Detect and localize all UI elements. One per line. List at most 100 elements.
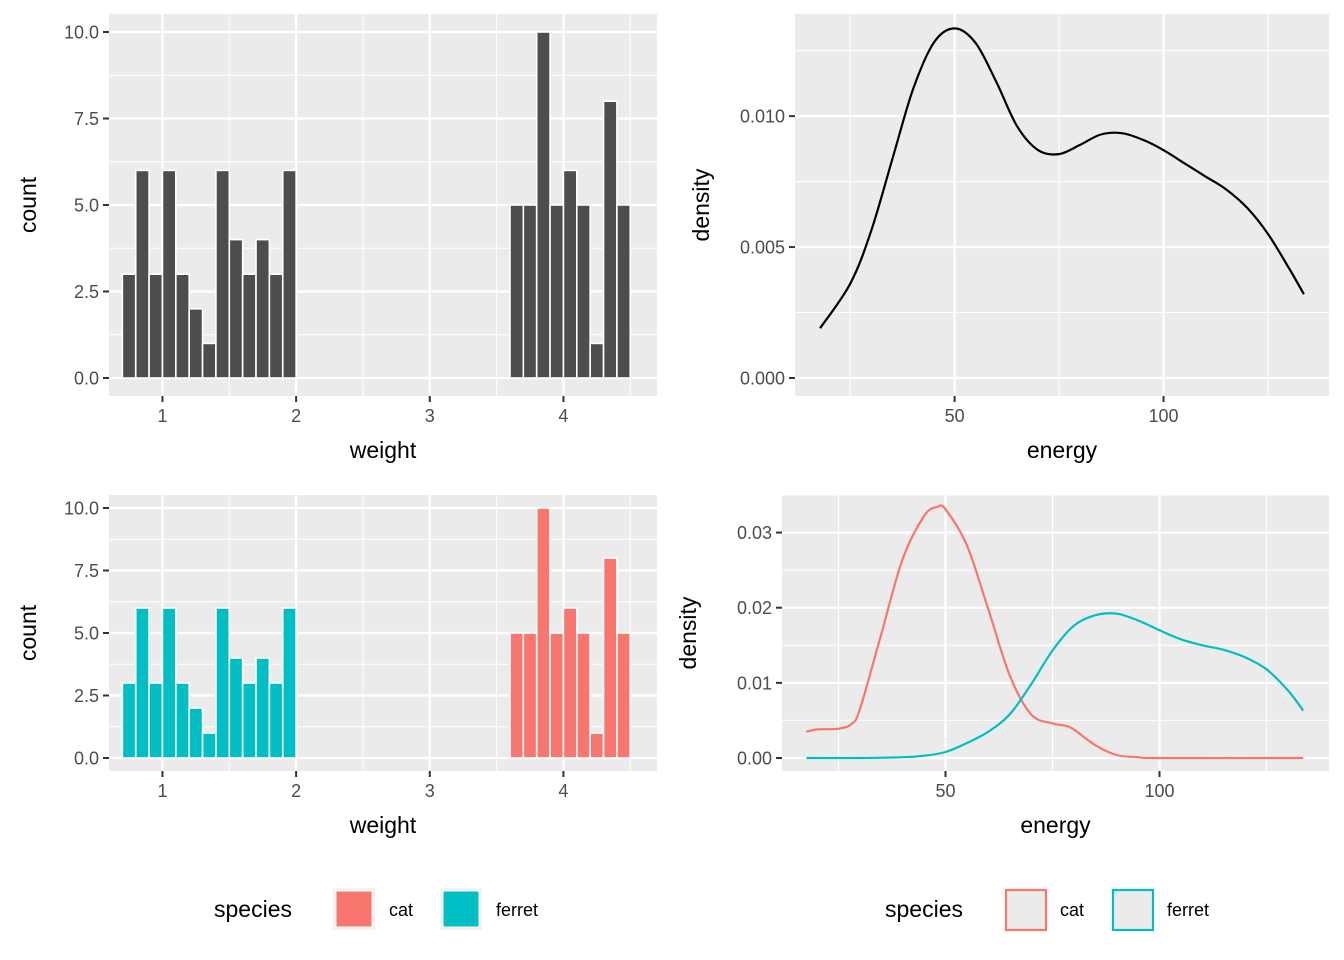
histogram-bar-cat	[616, 632, 632, 759]
panel-hist-all: 1 2 3 4 0.0 2.5 5.0 7.5 10.0 weight count	[15, 14, 657, 463]
density-line-cat	[806, 504, 1304, 760]
histogram-bar-ferret	[228, 238, 244, 379]
y-axis-title: density	[688, 168, 714, 241]
y-tick-label: 5.0	[74, 196, 99, 216]
x-tick-label: 1	[157, 781, 167, 801]
histogram-bar-cat	[549, 204, 565, 379]
histogram-bar-cat	[549, 632, 565, 759]
histogram-bar-ferret	[161, 607, 177, 759]
y-tick-label: 0.01	[737, 673, 772, 693]
x-tick-label: 2	[291, 406, 301, 426]
histogram-bar-ferret	[201, 342, 217, 379]
axes: 50 100 0.000 0.005 0.010 energy density	[688, 107, 1179, 463]
bars	[121, 507, 632, 759]
x-tick-label: 3	[425, 781, 435, 801]
histogram-bar-ferret	[281, 607, 297, 759]
histogram-bar-ferret	[215, 169, 231, 379]
axes: 50 100 0.00 0.01 0.02 0.03 energy density	[675, 523, 1175, 838]
y-tick-label: 7.5	[74, 109, 99, 129]
panel-density-all: 50 100 0.000 0.005 0.010 energy density	[688, 14, 1329, 463]
legend-key-swatch	[442, 890, 480, 928]
histogram-bar-cat	[522, 632, 538, 759]
legend-label: ferret	[1167, 900, 1209, 920]
y-tick-label: 10.0	[64, 499, 99, 519]
histogram-bar-cat	[509, 204, 525, 379]
legend-label: cat	[1060, 900, 1084, 920]
y-tick-label: 0.0	[74, 369, 99, 389]
y-tick-label: 0.000	[740, 369, 785, 389]
density-lines	[819, 27, 1305, 329]
histogram-bar-ferret	[241, 273, 257, 379]
legend: species cat ferret	[885, 888, 1209, 932]
histogram-bar-cat	[509, 632, 525, 759]
histogram-bar-cat	[562, 607, 578, 759]
histogram-bar-ferret	[148, 682, 164, 759]
x-tick-label: 2	[291, 781, 301, 801]
y-axis-title: count	[15, 604, 41, 661]
x-tick-label: 3	[425, 406, 435, 426]
y-tick-label: 0.010	[740, 107, 785, 127]
x-tick-label: 100	[1149, 406, 1179, 426]
histogram-bar-ferret	[268, 682, 284, 759]
histogram-bar-cat	[522, 204, 538, 379]
y-tick-label: 2.5	[74, 282, 99, 302]
histogram-bar-cat	[602, 100, 618, 379]
legend-label: cat	[389, 900, 413, 920]
bars	[121, 31, 632, 379]
x-tick-label: 4	[558, 406, 568, 426]
grid-lines	[795, 14, 1329, 396]
x-tick-label: 50	[935, 781, 955, 801]
histogram-bar-ferret	[241, 682, 257, 759]
legend-title: species	[885, 896, 963, 922]
y-tick-label: 0.03	[737, 523, 772, 543]
histogram-bar-ferret	[255, 657, 271, 759]
plot-panel-background	[782, 495, 1329, 771]
legend-item-ferret: ferret	[1111, 888, 1209, 932]
x-tick-label: 4	[558, 781, 568, 801]
histogram-bar-ferret	[281, 169, 297, 379]
y-tick-label: 2.5	[74, 686, 99, 706]
histogram-bar-ferret	[188, 307, 204, 379]
panel-density-species: 50 100 0.00 0.01 0.02 0.03 energy density specie…	[675, 494, 1329, 932]
histogram-bar-cat	[602, 557, 618, 759]
x-axis-title: weight	[349, 812, 417, 838]
y-tick-label: 10.0	[64, 23, 99, 43]
density-line-all	[819, 27, 1305, 329]
density-line-ferret	[806, 612, 1305, 760]
histogram-bar-ferret	[268, 273, 284, 379]
histogram-bar-cat	[616, 204, 632, 379]
histogram-bar-ferret	[134, 607, 150, 759]
histogram-bar-ferret	[121, 682, 137, 759]
panel-hist-species: 1 2 3 4 0.0 2.5 5.0 7.5 10.0 weight count species ca…	[15, 495, 657, 930]
histogram-bar-cat	[535, 31, 551, 379]
histogram-bar-cat	[562, 169, 578, 379]
x-tick-label: 50	[945, 406, 965, 426]
histogram-bar-ferret	[134, 169, 150, 379]
histogram-bar-ferret	[188, 707, 204, 759]
histogram-bar-ferret	[215, 607, 231, 759]
x-axis-title: energy	[1020, 812, 1091, 838]
x-axis-title: energy	[1027, 437, 1098, 463]
y-tick-label: 0.005	[740, 238, 785, 258]
y-axis-title: count	[15, 176, 41, 233]
y-tick-label: 0.0	[74, 749, 99, 769]
x-tick-label: 100	[1144, 781, 1174, 801]
x-axis-title: weight	[349, 437, 417, 463]
axes: 1 2 3 4 0.0 2.5 5.0 7.5 10.0 weight count	[15, 499, 568, 839]
histogram-bar-cat	[589, 732, 605, 759]
histogram-bar-cat	[576, 632, 591, 759]
y-tick-label: 5.0	[74, 624, 99, 644]
legend-key-swatch	[335, 890, 373, 928]
histogram-bar-ferret	[175, 682, 190, 759]
histogram-bar-ferret	[255, 238, 271, 379]
histogram-bar-ferret	[148, 273, 164, 379]
histogram-bar-ferret	[175, 273, 190, 379]
histogram-bar-ferret	[201, 732, 217, 759]
histogram-bar-ferret	[228, 657, 244, 759]
legend-title: species	[214, 896, 292, 922]
y-tick-label: 7.5	[74, 561, 99, 581]
y-tick-label: 0.00	[737, 749, 772, 769]
x-tick-label: 1	[157, 406, 167, 426]
histogram-bar-cat	[576, 204, 591, 379]
